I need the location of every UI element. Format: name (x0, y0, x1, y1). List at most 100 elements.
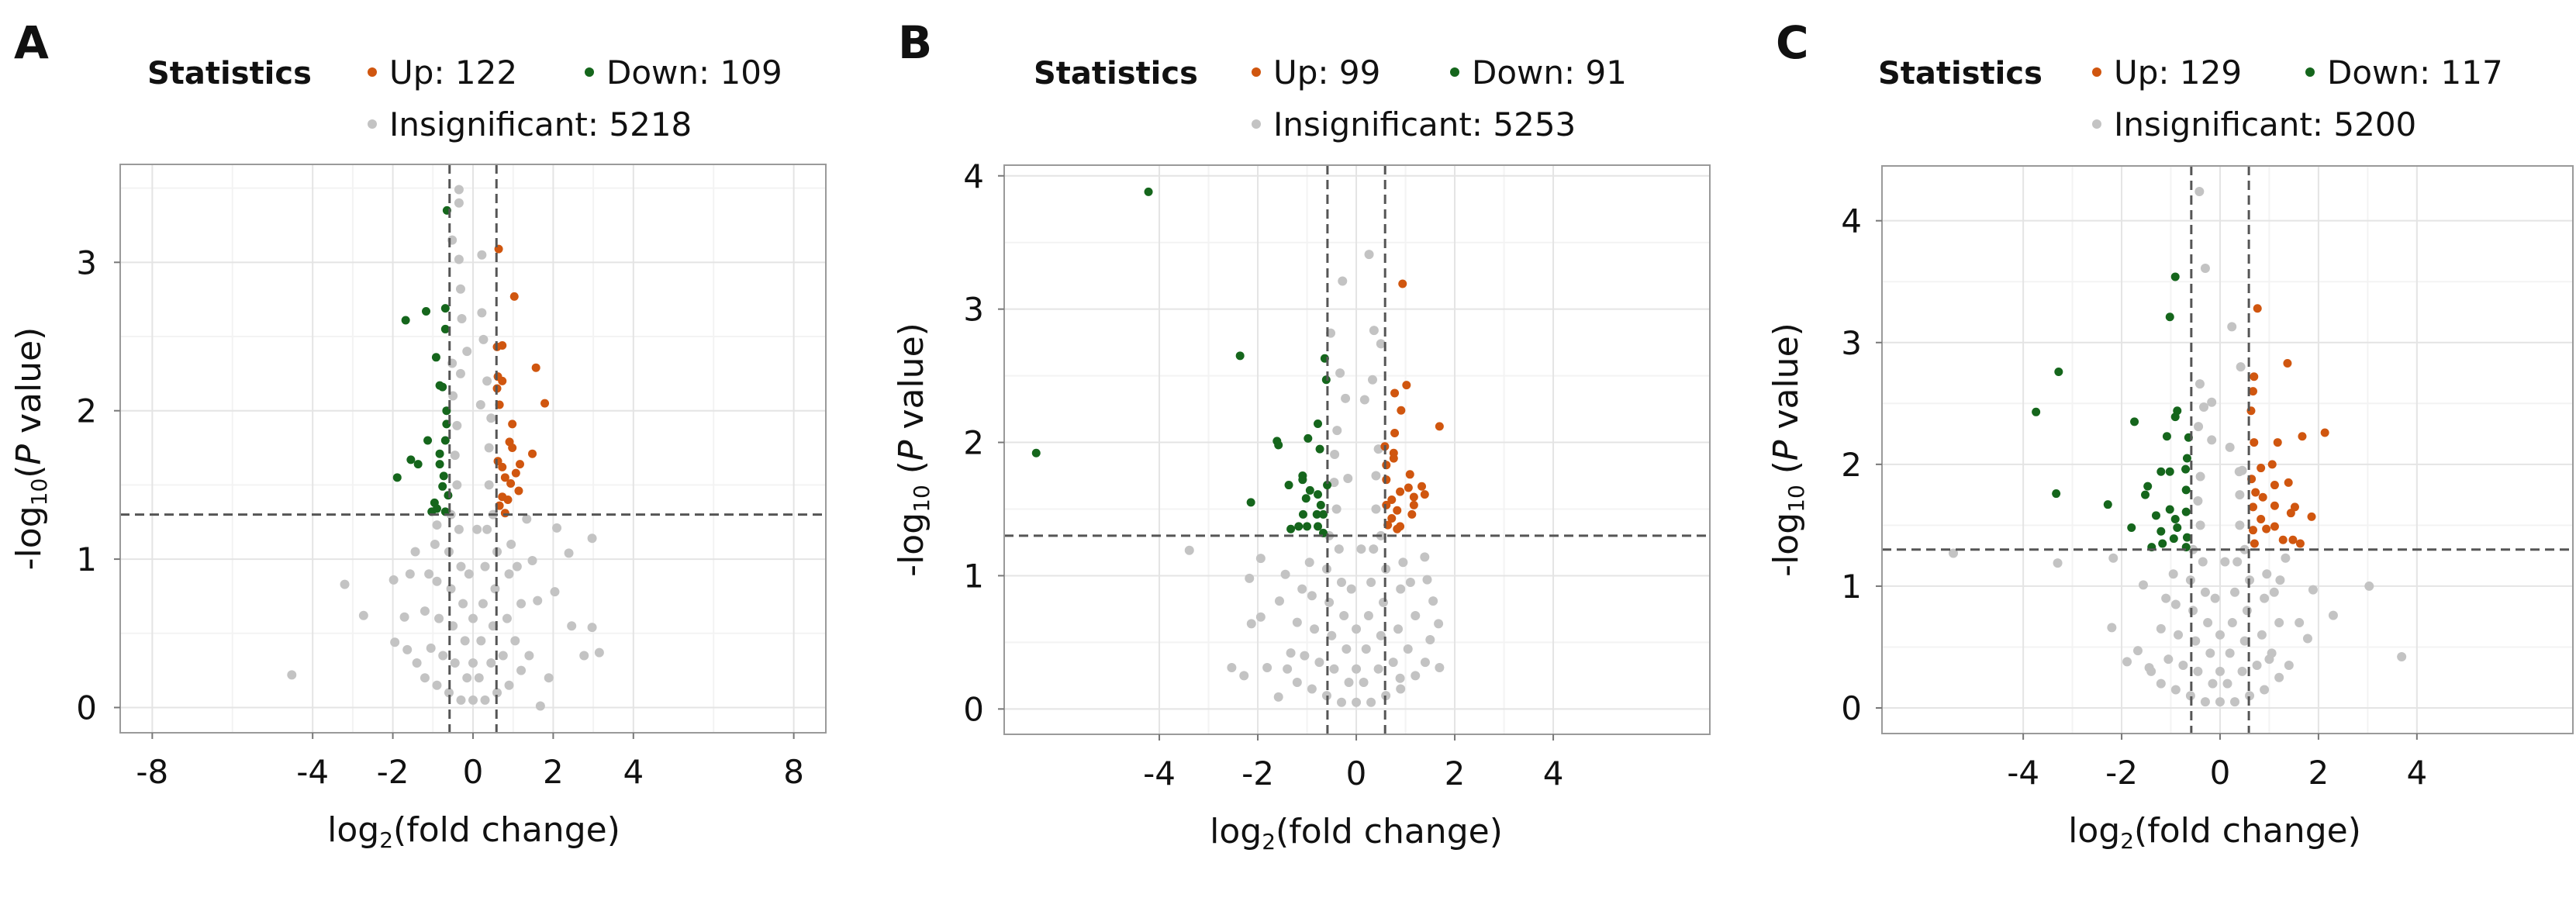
legend-marker-down (2305, 67, 2315, 77)
point-down (2052, 489, 2061, 499)
point-down (1323, 481, 1332, 490)
point-up (503, 495, 513, 505)
point-insignificant (510, 636, 520, 646)
point-insignificant (482, 524, 492, 534)
point-insignificant (287, 670, 297, 680)
point-insignificant (498, 651, 508, 661)
point-down (1314, 419, 1323, 428)
point-insignificant (1420, 658, 1430, 668)
point-down (444, 491, 453, 500)
point-insignificant (390, 637, 400, 647)
point-insignificant (2108, 553, 2118, 563)
point-down (2156, 467, 2166, 476)
x-tick-label: 0 (2210, 754, 2231, 792)
point-insignificant (2163, 654, 2174, 665)
point-insignificant (2227, 618, 2237, 628)
point-up (2320, 428, 2329, 437)
point-insignificant (2225, 442, 2235, 452)
point-insignificant (1239, 671, 1249, 681)
point-down (440, 324, 450, 333)
y-axis-title-italic: P (9, 444, 49, 465)
y-axis-title: -log10 (P value) (892, 323, 934, 577)
point-up (540, 399, 550, 408)
legend-marker-up (2092, 67, 2101, 77)
point-down (1304, 433, 1313, 443)
point-insignificant (1949, 548, 1959, 558)
point-down (1286, 524, 1296, 533)
point-insignificant (2193, 666, 2203, 676)
point-insignificant (1280, 569, 1290, 579)
point-up (511, 468, 520, 478)
point-down (1305, 485, 1314, 495)
point-insignificant (2053, 558, 2063, 568)
point-insignificant (1366, 697, 1376, 707)
point-insignificant (2207, 435, 2217, 445)
legend-label-insignificant: Insignificant: 5253 (1273, 105, 1576, 143)
point-insignificant (502, 613, 512, 623)
legend-marker-down (585, 67, 594, 77)
x-tick-label: 8 (783, 753, 804, 791)
point-insignificant (2194, 379, 2205, 389)
point-insignificant (484, 443, 494, 453)
point-insignificant (1273, 692, 1283, 702)
point-up (1393, 506, 1402, 515)
point-insignificant (1332, 426, 1342, 436)
point-insignificant (2235, 490, 2245, 500)
point-insignificant (454, 198, 464, 208)
point-insignificant (1245, 573, 1255, 583)
point-down (2173, 523, 2182, 533)
legend-label-down: Down: 91 (1472, 54, 1627, 91)
x-tick-label: 4 (623, 753, 644, 791)
point-insignificant (432, 520, 442, 530)
point-insignificant (1274, 596, 1284, 606)
point-insignificant (550, 587, 560, 597)
point-down (2156, 527, 2166, 536)
point-insignificant (1330, 450, 1340, 460)
point-insignificant (1352, 697, 1362, 707)
point-up (2262, 524, 2271, 533)
point-insignificant (579, 651, 589, 661)
legend-marker-insignificant (1252, 119, 1261, 129)
point-down (423, 436, 433, 445)
y-tick-label: 3 (76, 243, 97, 281)
point-insignificant (1352, 664, 1362, 674)
point-insignificant (1405, 578, 1415, 588)
point-insignificant (452, 420, 462, 430)
point-insignificant (533, 596, 543, 606)
point-insignificant (492, 688, 502, 698)
point-up (2250, 372, 2259, 381)
point-insignificant (1304, 558, 1314, 568)
point-insignificant (2260, 593, 2270, 603)
point-up (2249, 502, 2257, 512)
point-up (1393, 524, 1402, 533)
point-insignificant (1246, 619, 1256, 629)
point-up (509, 292, 519, 301)
point-insignificant (1334, 544, 1344, 554)
point-down (1298, 509, 1307, 519)
panel-a: A Statistics Up: 122 Down: 109 Insignificant… (9, 16, 827, 853)
point-insignificant (1327, 630, 1337, 640)
y-axis-title-part: -log (892, 513, 931, 577)
y-tick-label: 2 (963, 424, 984, 462)
point-insignificant (474, 673, 484, 683)
legend-label-insignificant: Insignificant: 5218 (389, 105, 692, 143)
point-insignificant (1395, 673, 1405, 683)
legend-label-down: Down: 117 (2327, 54, 2503, 91)
point-insignificant (1346, 584, 1356, 594)
point-insignificant (454, 254, 464, 264)
point-insignificant (2146, 666, 2156, 676)
point-up (1402, 381, 1411, 390)
point-insignificant (2170, 599, 2181, 609)
point-insignificant (2191, 636, 2201, 646)
y-axis-title-part: value) (9, 327, 49, 444)
point-down (392, 473, 402, 482)
x-tick-label: 4 (2406, 754, 2427, 792)
point-insignificant (552, 523, 562, 533)
point-up (1389, 454, 1398, 463)
point-insignificant (564, 548, 574, 558)
point-down (2170, 515, 2180, 524)
point-up (1382, 475, 1391, 485)
y-axis-title-part: value) (892, 323, 931, 440)
point-up (1397, 406, 1406, 415)
point-up (508, 419, 517, 429)
